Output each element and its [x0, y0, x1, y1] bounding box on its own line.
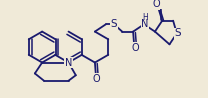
Text: O: O: [131, 43, 139, 53]
Text: N: N: [141, 19, 149, 29]
Text: S: S: [174, 28, 181, 38]
Text: O: O: [152, 0, 160, 9]
Text: H: H: [142, 13, 148, 22]
Text: O: O: [93, 74, 100, 84]
Text: N: N: [65, 58, 72, 68]
Text: S: S: [111, 19, 117, 29]
